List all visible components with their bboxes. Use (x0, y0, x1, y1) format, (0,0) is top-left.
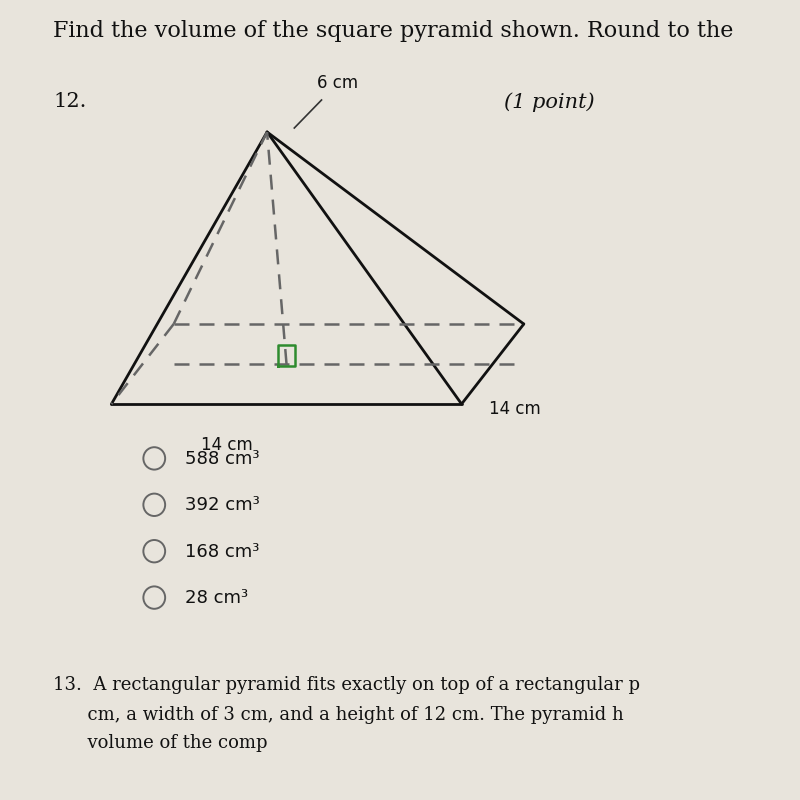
Text: 12.: 12. (53, 92, 86, 111)
Text: 392 cm³: 392 cm³ (186, 496, 260, 514)
Text: Find the volume of the square pyramid shown. Round to the: Find the volume of the square pyramid sh… (53, 20, 734, 42)
Text: 588 cm³: 588 cm³ (186, 450, 260, 468)
Text: (1 point): (1 point) (504, 92, 595, 112)
Text: 6 cm: 6 cm (317, 74, 358, 92)
Text: cm, a width of 3 cm, and a height of 12 cm. The pyramid h: cm, a width of 3 cm, and a height of 12 … (53, 706, 624, 723)
Text: volume of the comp: volume of the comp (53, 734, 268, 752)
Text: 14 cm: 14 cm (489, 400, 541, 418)
Text: 28 cm³: 28 cm³ (186, 589, 249, 607)
Text: 13.  A rectangular pyramid fits exactly on top of a rectangular p: 13. A rectangular pyramid fits exactly o… (53, 676, 640, 694)
Text: 14 cm: 14 cm (201, 436, 253, 454)
Text: 168 cm³: 168 cm³ (186, 542, 260, 561)
